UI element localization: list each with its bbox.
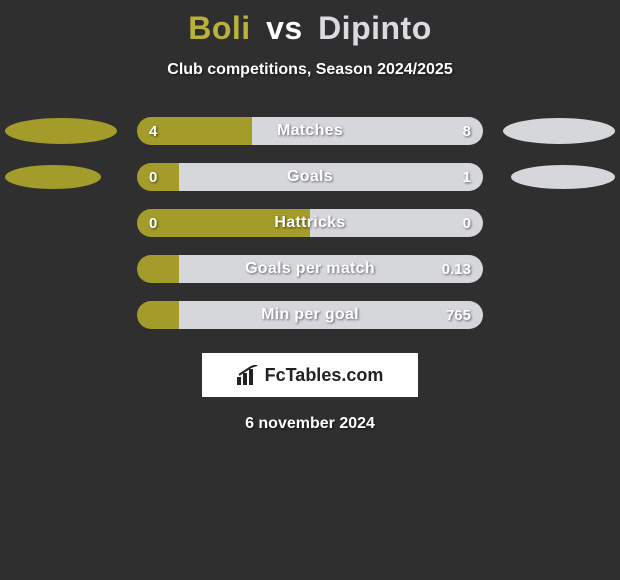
stat-row: Hattricks0 0 [0, 209, 620, 237]
stat-label: Goals [137, 163, 483, 191]
title-player2: Dipinto [318, 10, 432, 46]
player2-oval [511, 165, 615, 189]
brand-text: FcTables.com [265, 365, 384, 386]
stat-bar: Hattricks0 0 [137, 209, 483, 237]
brand-chart-icon [237, 365, 259, 385]
stat-value-left: 4 [149, 117, 157, 145]
stat-bar: Min per goal765 [137, 301, 483, 329]
stats-container: Matches48Goals01Hattricks00Goals per mat… [0, 117, 620, 329]
stat-label: Goals per match [137, 255, 483, 283]
stat-bar: Goals0 1 [137, 163, 483, 191]
stat-value-right: 0.13 [442, 255, 471, 283]
player1-oval [5, 165, 101, 189]
title-vs: vs [266, 10, 303, 46]
brand-badge: FcTables.com [202, 353, 418, 397]
player1-oval [5, 118, 117, 144]
page: Boli vs Dipinto Club competitions, Seaso… [0, 0, 620, 580]
stat-bar: Goals per match0.13 [137, 255, 483, 283]
title-player1: Boli [188, 10, 250, 46]
stat-label: Matches [137, 117, 483, 145]
stat-value-right: 765 [446, 301, 471, 329]
stat-label: Hattricks [137, 209, 483, 237]
stat-row: Goals per match0.13 [0, 255, 620, 283]
stat-value-right: 8 [463, 117, 471, 145]
stat-value-left: 0 [149, 209, 157, 237]
date-text: 6 november 2024 [0, 415, 620, 433]
subtitle: Club competitions, Season 2024/2025 [0, 61, 620, 79]
stat-value-right: 0 [463, 209, 471, 237]
page-title: Boli vs Dipinto [0, 0, 620, 47]
stat-row: Min per goal765 [0, 301, 620, 329]
stat-value-right: 1 [463, 163, 471, 191]
player2-oval [503, 118, 615, 144]
stat-row: Goals0 1 [0, 163, 620, 191]
stat-label: Min per goal [137, 301, 483, 329]
stat-bar: Matches4 8 [137, 117, 483, 145]
stat-value-left: 0 [149, 163, 157, 191]
stat-row: Matches4 8 [0, 117, 620, 145]
